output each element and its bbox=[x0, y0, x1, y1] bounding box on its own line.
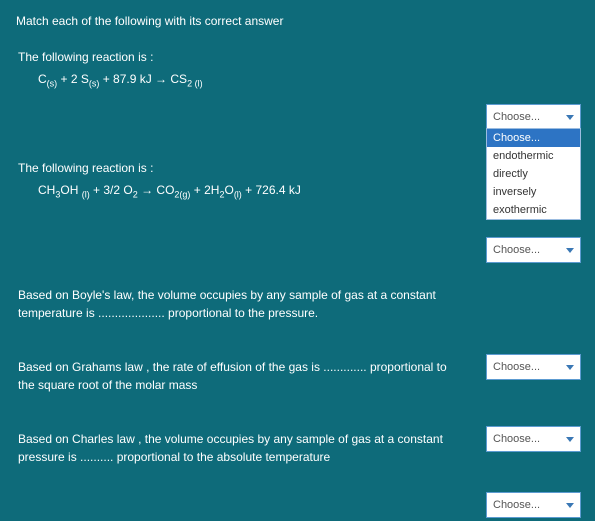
answer-select-1-options[interactable]: Choose... endothermic directly inversely… bbox=[486, 128, 581, 220]
eq-text: CH bbox=[38, 183, 55, 197]
chevron-down-icon bbox=[566, 115, 574, 120]
page-instruction: Match each of the following with its cor… bbox=[16, 14, 579, 28]
question-2: The following reaction is : CH3OH (l) + … bbox=[16, 161, 456, 202]
answer-select-5[interactable]: Choose... bbox=[486, 492, 581, 518]
eq-sub: (s) bbox=[47, 78, 58, 88]
eq-text: + 87.9 kJ → CS bbox=[99, 72, 187, 86]
eq-text: + 3/2 O bbox=[90, 183, 133, 197]
eq-sub: (s) bbox=[89, 78, 100, 88]
select-value: Choose... bbox=[493, 433, 540, 445]
question-intro: The following reaction is : bbox=[16, 161, 456, 175]
option-exothermic[interactable]: exothermic bbox=[487, 201, 580, 219]
question-text: Based on Boyle's law, the volume occupie… bbox=[16, 286, 456, 322]
chevron-down-icon bbox=[566, 503, 574, 508]
select-value: Choose... bbox=[493, 499, 540, 511]
eq-sub: (l) bbox=[82, 189, 90, 199]
option-inversely[interactable]: inversely bbox=[487, 183, 580, 201]
question-4: Based on Grahams law , the rate of effus… bbox=[16, 358, 456, 394]
question-3: Based on Boyle's law, the volume occupie… bbox=[16, 286, 456, 322]
eq-text: OH bbox=[60, 183, 81, 197]
answer-select-3[interactable]: Choose... bbox=[486, 354, 581, 380]
eq-sub: 2(g) bbox=[174, 189, 190, 199]
option-directly[interactable]: directly bbox=[487, 165, 580, 183]
select-value: Choose... bbox=[493, 244, 540, 256]
option-endothermic[interactable]: endothermic bbox=[487, 147, 580, 165]
eq-text: + 726.4 kJ bbox=[242, 183, 301, 197]
answer-select-1[interactable]: Choose... bbox=[486, 104, 581, 130]
chevron-down-icon bbox=[566, 437, 574, 442]
answer-select-2[interactable]: Choose... bbox=[486, 237, 581, 263]
answer-select-4[interactable]: Choose... bbox=[486, 426, 581, 452]
equation-1: C(s) + 2 S(s) + 87.9 kJ → CS2 (l) bbox=[16, 70, 456, 91]
question-5: Based on Charles law , the volume occupi… bbox=[16, 430, 456, 466]
eq-text: O bbox=[224, 183, 233, 197]
eq-text: C bbox=[38, 72, 47, 86]
select-value: Choose... bbox=[493, 361, 540, 373]
eq-text: → CO bbox=[138, 183, 175, 197]
option-choose[interactable]: Choose... bbox=[487, 129, 580, 147]
question-intro: The following reaction is : bbox=[16, 50, 456, 64]
questions-area: The following reaction is : C(s) + 2 S(s… bbox=[16, 50, 456, 466]
question-1: The following reaction is : C(s) + 2 S(s… bbox=[16, 50, 456, 91]
chevron-down-icon bbox=[566, 248, 574, 253]
question-text: Based on Charles law , the volume occupi… bbox=[16, 430, 456, 466]
equation-2: CH3OH (l) + 3/2 O2 → CO2(g) + 2H2O(l) + … bbox=[16, 181, 456, 202]
chevron-down-icon bbox=[566, 365, 574, 370]
eq-text: + 2H bbox=[190, 183, 219, 197]
question-text: Based on Grahams law , the rate of effus… bbox=[16, 358, 456, 394]
eq-sub: 2 (l) bbox=[187, 78, 203, 88]
select-value: Choose... bbox=[493, 111, 540, 123]
eq-text: + 2 S bbox=[57, 72, 89, 86]
eq-sub: (l) bbox=[234, 189, 242, 199]
